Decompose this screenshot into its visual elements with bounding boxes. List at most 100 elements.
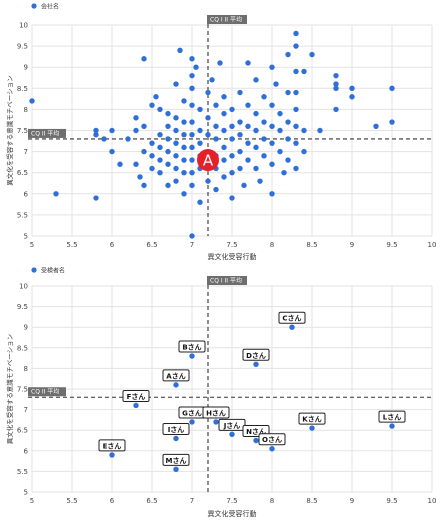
avg-label-bg-y <box>28 128 66 138</box>
point-label: Cさん <box>278 311 306 324</box>
point-label-text: Dさん <box>246 351 266 360</box>
x-tick-label: 9.5 <box>386 241 397 249</box>
data-point <box>189 170 195 176</box>
y-tick-label: 6 <box>24 190 29 198</box>
data-point <box>189 102 195 108</box>
data-point <box>205 178 211 184</box>
y-tick-label: 5.5 <box>17 211 28 219</box>
avg-label-bg-y <box>28 387 66 397</box>
data-point <box>157 106 163 113</box>
point-label-box <box>178 340 206 353</box>
data-point <box>181 144 187 151</box>
y-tick-label: 5 <box>24 489 28 497</box>
data-point <box>245 60 251 66</box>
data-point <box>177 47 183 54</box>
highlight-marker <box>197 149 219 172</box>
point-label-text: Iさん <box>168 425 185 434</box>
y-tick-label: 10 <box>19 283 28 291</box>
data-point <box>253 127 259 134</box>
point-label-text: Kさん <box>302 415 321 424</box>
point-label-text: Jさん <box>223 421 241 430</box>
avg-label-y: CQ II 平均 <box>31 388 59 396</box>
data-point <box>189 72 195 79</box>
data-point <box>109 452 115 458</box>
data-point <box>221 174 227 180</box>
y-tick-label: 9.5 <box>17 43 28 51</box>
y-tick-label: 7.5 <box>17 386 28 394</box>
data-point <box>181 98 187 104</box>
data-point <box>149 102 155 108</box>
data-point <box>273 81 279 87</box>
data-point <box>245 102 251 108</box>
data-point <box>157 170 163 176</box>
x-tick-label: 8 <box>270 241 274 249</box>
data-point <box>269 191 275 197</box>
x-tick-label: 8.5 <box>306 497 317 505</box>
data-point <box>213 136 219 142</box>
data-point <box>205 115 211 121</box>
y-tick-label: 7 <box>24 148 28 156</box>
data-point <box>253 165 259 172</box>
point-label: Kさん <box>298 412 326 425</box>
data-point <box>153 94 159 100</box>
data-point <box>245 123 251 129</box>
data-point <box>389 119 395 125</box>
x-tick-label: 10 <box>428 497 437 505</box>
data-point <box>117 161 123 167</box>
x-tick-label: 9.5 <box>386 497 397 505</box>
data-point <box>133 127 139 134</box>
data-point <box>101 136 107 142</box>
y-tick-label: 9 <box>24 324 28 332</box>
data-point <box>197 127 203 134</box>
point-label-text: Hさん <box>206 408 226 417</box>
data-point <box>149 153 155 159</box>
data-point <box>93 195 99 201</box>
data-point <box>277 148 283 155</box>
point-label-text: Mさん <box>166 456 187 465</box>
x-tick-label: 5 <box>30 497 34 505</box>
data-point <box>173 81 179 87</box>
data-point <box>213 419 219 425</box>
legend-swatch <box>31 3 37 9</box>
data-point <box>229 195 235 201</box>
data-point <box>181 132 187 138</box>
data-point <box>269 123 275 129</box>
avg-label-bg-x <box>207 276 247 285</box>
highlight-marker-label: A <box>203 152 214 170</box>
point-label-box <box>218 418 246 431</box>
data-point <box>245 157 251 163</box>
data-point <box>133 161 139 167</box>
data-point <box>237 89 243 96</box>
point-label: Dさん <box>242 348 270 361</box>
x-tick-label: 6.5 <box>146 241 157 249</box>
avg-label-x: CQ I II 平均 <box>210 277 242 285</box>
y-tick-label: 6 <box>24 447 29 455</box>
y-tick-label: 5.5 <box>17 468 28 476</box>
x-tick-label: 5.5 <box>66 241 77 249</box>
data-point <box>229 153 235 159</box>
data-point <box>269 140 275 146</box>
point-label-text: Bさん <box>182 343 201 352</box>
data-point <box>165 182 171 189</box>
data-point <box>293 123 299 129</box>
data-point <box>253 437 259 444</box>
data-point <box>389 423 395 429</box>
data-point <box>309 51 315 58</box>
y-tick-label: 5 <box>24 233 28 241</box>
data-point <box>165 161 171 167</box>
data-point <box>253 77 259 83</box>
y-tick-label: 9 <box>24 64 28 72</box>
data-point <box>205 132 211 138</box>
data-point <box>125 136 131 142</box>
data-point <box>157 144 163 151</box>
point-label-text: Aさん <box>166 371 185 380</box>
y-axis-title: 異文化を受容する意識モチベーション <box>5 334 14 444</box>
point-label: Bさん <box>178 340 206 353</box>
legend-swatch <box>31 267 37 273</box>
data-point <box>349 94 355 100</box>
data-point <box>253 144 259 151</box>
point-label-box <box>122 389 150 402</box>
data-point <box>261 94 267 100</box>
avg-label-bg-x <box>207 15 247 24</box>
